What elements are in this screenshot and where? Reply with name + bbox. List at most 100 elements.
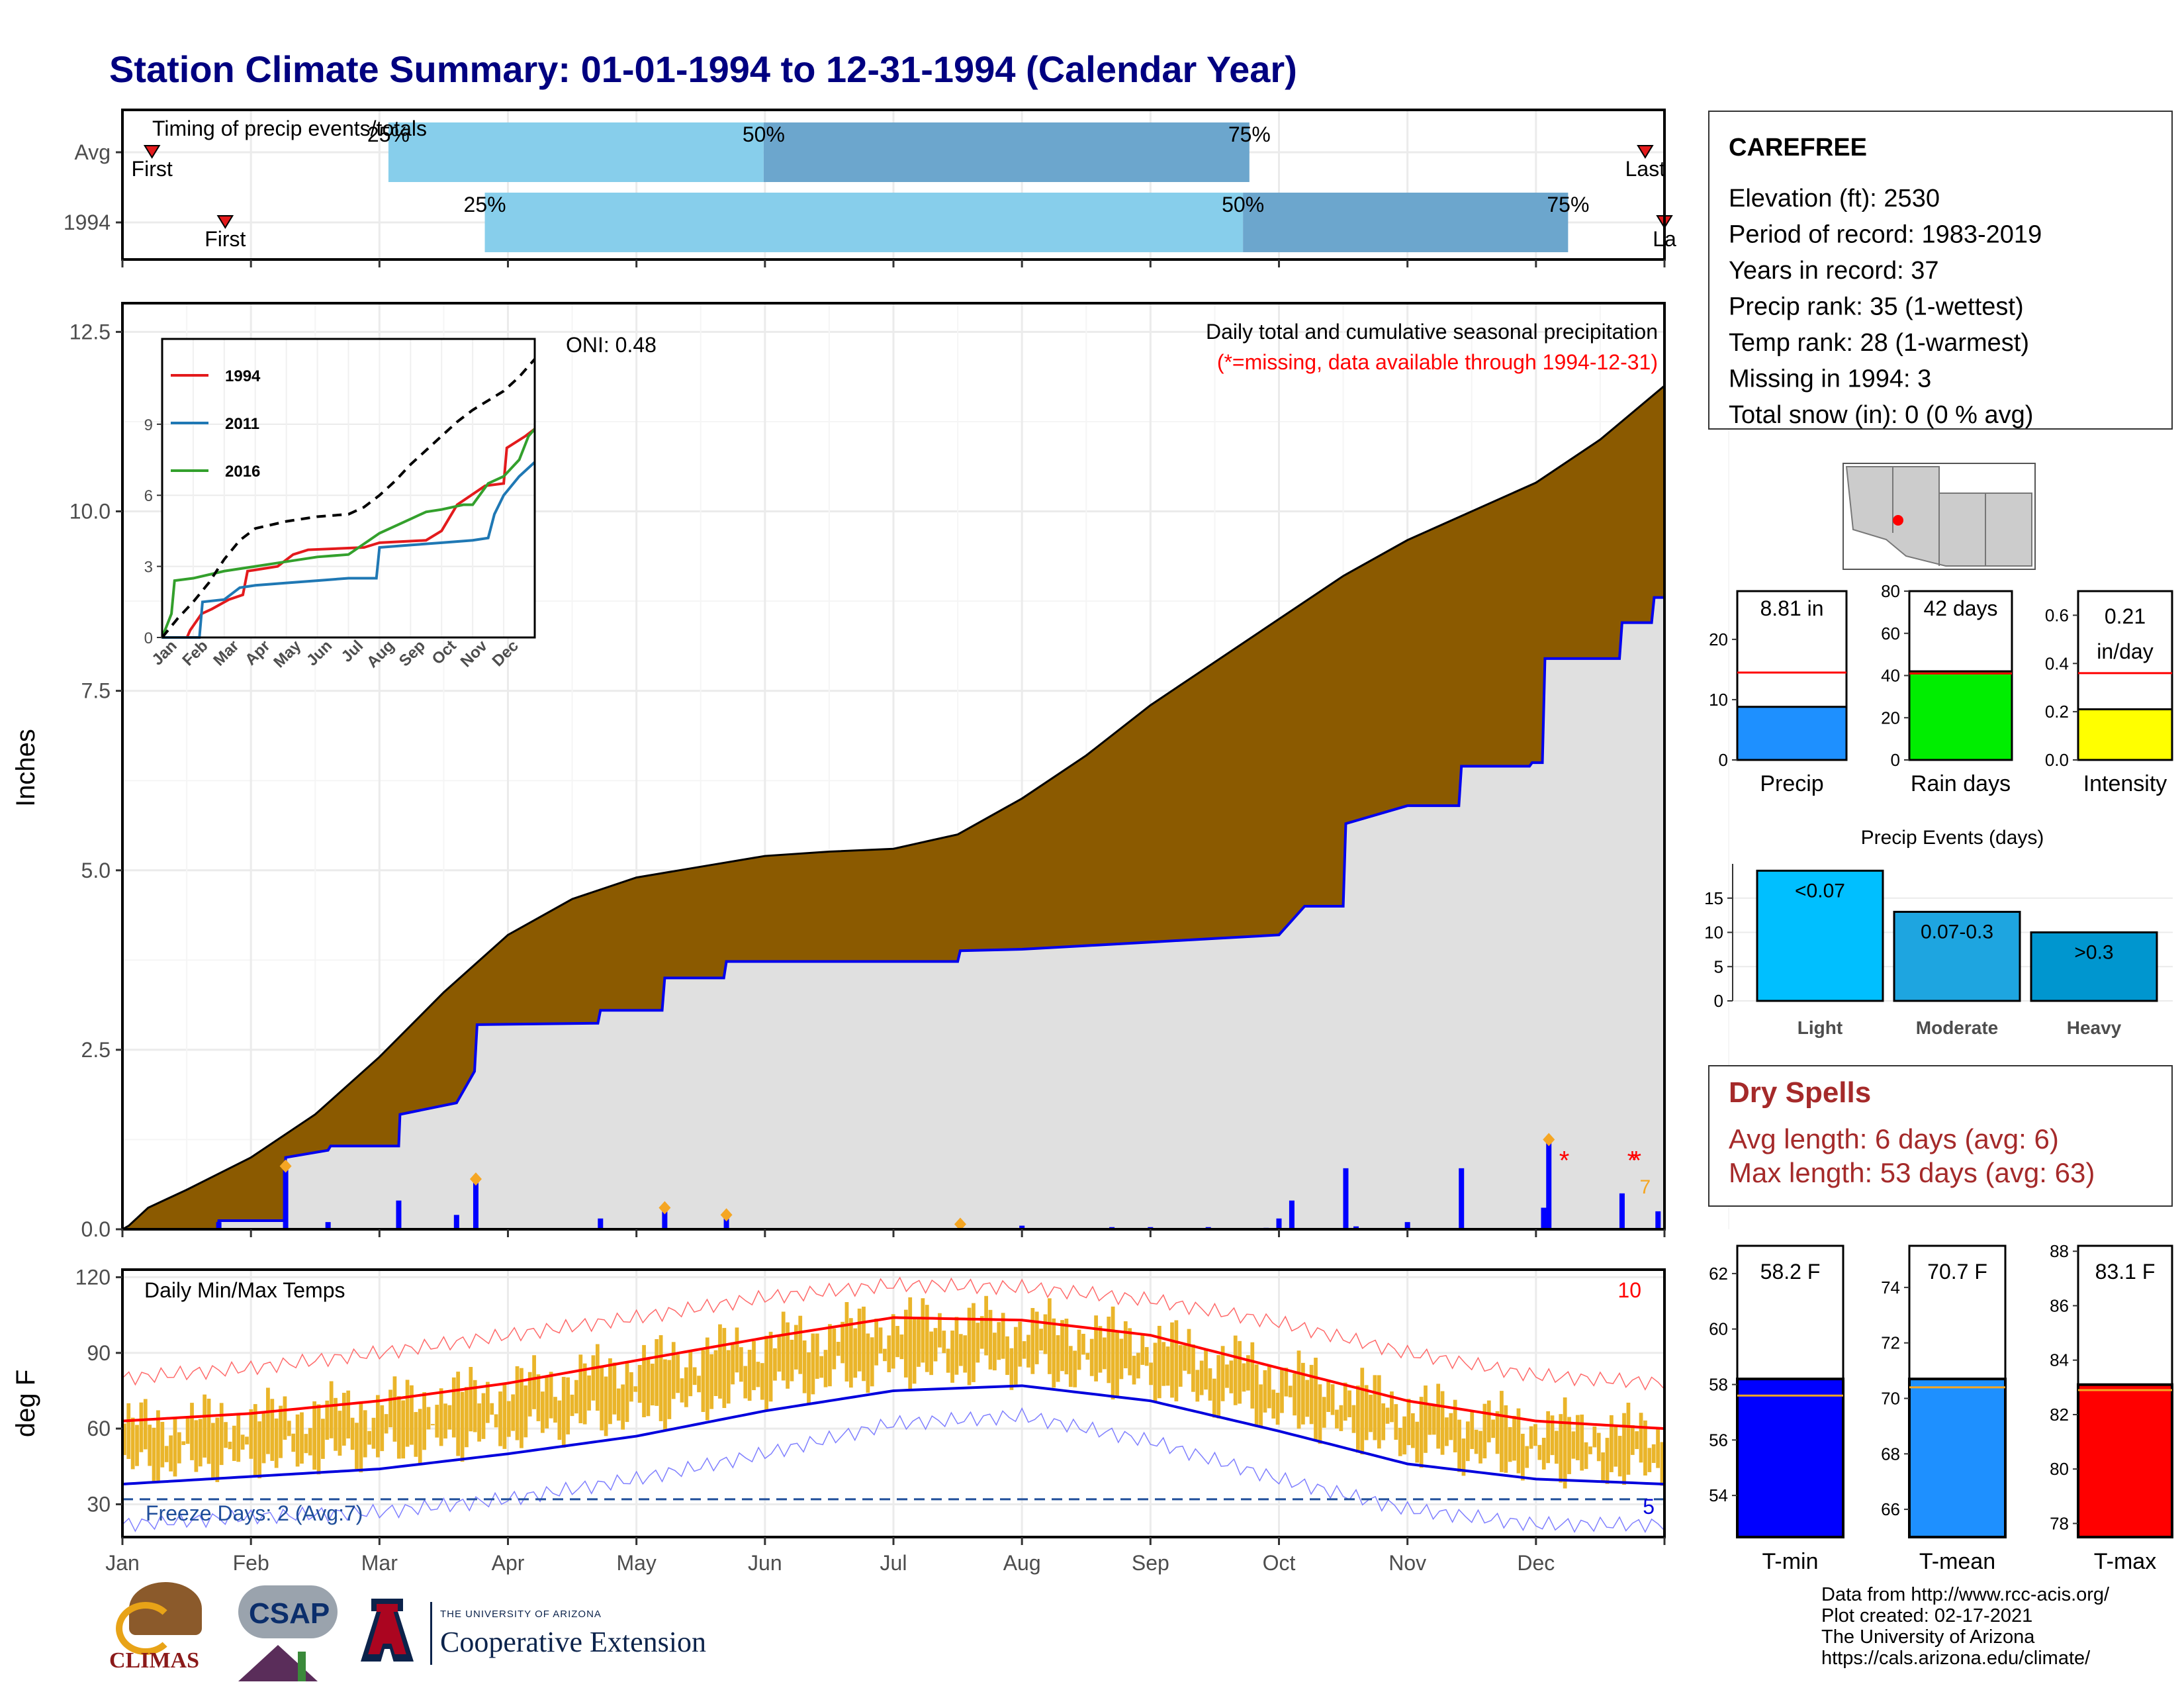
daily-temp-bar: [1614, 1426, 1618, 1467]
daily-temp-bar: [1322, 1397, 1326, 1428]
daily-precip-bar: [1353, 1226, 1359, 1229]
page-title: Station Climate Summary: 01-01-1994 to 1…: [109, 48, 1297, 90]
daily-precip-bar: [1276, 1218, 1282, 1229]
inset-legend-label: 1994: [225, 367, 261, 385]
daily-temp-bar: [891, 1314, 895, 1369]
daily-precip-bar: [723, 1215, 729, 1229]
daily-temp-bar: [1605, 1438, 1610, 1484]
daily-temp-bar: [1275, 1393, 1280, 1425]
daily-temp-bar: [1512, 1415, 1516, 1461]
daily-temp-bar: [1457, 1419, 1461, 1472]
daily-temp-bar: [798, 1315, 803, 1374]
max-precip-marker: [469, 1172, 482, 1186]
daily-temp-bar: [1216, 1355, 1221, 1419]
daily-temp-bar: [253, 1404, 257, 1477]
station-info-line: Years in record: 37: [1729, 257, 1939, 285]
precip-events-category: Moderate: [1916, 1017, 1998, 1038]
daily-temp-bar: [143, 1399, 148, 1450]
daily-temp-bar: [629, 1372, 633, 1402]
daily-temp-bar: [1622, 1413, 1626, 1485]
temp-chart-ytick-label: 54: [1709, 1485, 1728, 1505]
temp-ylabel: deg F: [11, 1370, 40, 1437]
precip-annotation-title: Daily total and cumulative seasonal prec…: [1206, 320, 1658, 344]
daily-temp-bar: [215, 1417, 220, 1482]
daily-temp-bar: [540, 1391, 545, 1433]
precip-events-bar-label: <0.07: [1795, 880, 1845, 902]
daily-temp-bar: [976, 1323, 980, 1363]
daily-temp-bar: [1187, 1329, 1191, 1374]
daily-temp-bar: [1170, 1322, 1174, 1398]
daily-temp-bar: [887, 1335, 891, 1372]
daily-temp-bar: [862, 1306, 866, 1382]
daily-temp-bar: [1225, 1364, 1229, 1388]
daily-temp-bar: [963, 1335, 968, 1373]
daily-temp-bar: [392, 1376, 397, 1442]
daily-temp-bar: [718, 1324, 722, 1399]
daily-temp-bar: [735, 1327, 739, 1373]
daily-temp-bar: [591, 1355, 596, 1401]
daily-temp-bar: [1183, 1345, 1187, 1371]
temp-chart-bar: [2077, 1383, 2173, 1539]
daily-temp-bar: [1398, 1427, 1402, 1456]
timing-first-label: First: [132, 157, 173, 181]
daily-temp-bar: [642, 1344, 646, 1417]
daily-temp-bar: [1428, 1405, 1432, 1435]
footer-credits: Data from http://www.rcc-acis.org/ Plot …: [1821, 1584, 2109, 1669]
daily-temp-bar: [1174, 1320, 1179, 1401]
record-min-line: [122, 1407, 1665, 1534]
daily-temp-bar: [279, 1405, 283, 1458]
mini-chart-ytick-label: 80: [1881, 581, 1900, 601]
daily-temp-bar: [912, 1317, 917, 1384]
daily-temp-bar: [1596, 1432, 1601, 1462]
daily-temp-bar: [1288, 1385, 1293, 1397]
mini-chart-ytick-label: 0: [1719, 750, 1728, 770]
timing-row-label: 1994: [64, 211, 111, 234]
oni-label: ONI: 0.48: [566, 333, 657, 357]
daily-temp-bar: [1571, 1431, 1576, 1459]
daily-precip-bar: [1655, 1211, 1661, 1229]
daily-temp-bar: [1191, 1344, 1195, 1392]
daily-temp-bar: [169, 1435, 173, 1472]
daily-temp-bar: [988, 1309, 993, 1370]
daily-temp-bar: [1136, 1352, 1140, 1379]
mini-chart-bar: [1736, 706, 1848, 761]
daily-temp-bar: [316, 1404, 321, 1475]
temp-chart-ytick-label: 70: [1881, 1388, 1900, 1408]
daily-temp-bar: [578, 1354, 583, 1423]
daily-temp-bar: [443, 1403, 447, 1439]
precip-events-bar-label: >0.3: [2074, 942, 2113, 964]
daily-temp-bar: [646, 1359, 651, 1417]
daily-temp-bar: [802, 1340, 807, 1393]
precip-events-bar-label: 0.07-0.3: [1921, 921, 1993, 943]
daily-temp-bar: [1208, 1368, 1212, 1401]
daily-temp-bar: [1482, 1403, 1487, 1459]
timing-p75-label: 75%: [1547, 193, 1589, 216]
daily-temp-bar: [211, 1423, 215, 1480]
missing-data-marker: *: [1627, 1147, 1638, 1176]
year-cumulative-precip-line: [122, 596, 1664, 1231]
daily-temp-bar: [1339, 1405, 1343, 1431]
daily-temp-bar: [494, 1414, 498, 1428]
daily-temp-bar: [600, 1367, 604, 1430]
timing-last-label: Last: [1625, 157, 1666, 181]
daily-temp-bar: [993, 1333, 997, 1371]
max-precip-marker: [279, 1159, 292, 1173]
daily-temp-bar: [1149, 1362, 1153, 1385]
daily-temp-bar: [768, 1331, 773, 1402]
daily-temp-bar: [173, 1417, 177, 1477]
daily-temp-bar: [1537, 1444, 1542, 1460]
mini-chart-ytick-label: 0.6: [2045, 605, 2069, 625]
daily-temp-bar: [506, 1401, 511, 1437]
timing-first-marker: [216, 215, 234, 229]
daily-temp-bar: [984, 1295, 988, 1356]
daily-temp-bar: [511, 1394, 516, 1431]
temp-chart-value-label: 83.1 F: [2095, 1260, 2156, 1284]
daily-temp-bar: [1102, 1337, 1107, 1370]
temp-chart-ytick-label: 56: [1709, 1430, 1728, 1450]
daily-temp-bar: [1360, 1368, 1365, 1455]
daily-temp-bar: [1250, 1342, 1255, 1409]
daily-temp-bar: [481, 1393, 486, 1439]
daily-temp-bar: [950, 1331, 954, 1383]
daily-temp-bar: [616, 1388, 621, 1421]
timing-bar-25-50: [484, 193, 1244, 252]
